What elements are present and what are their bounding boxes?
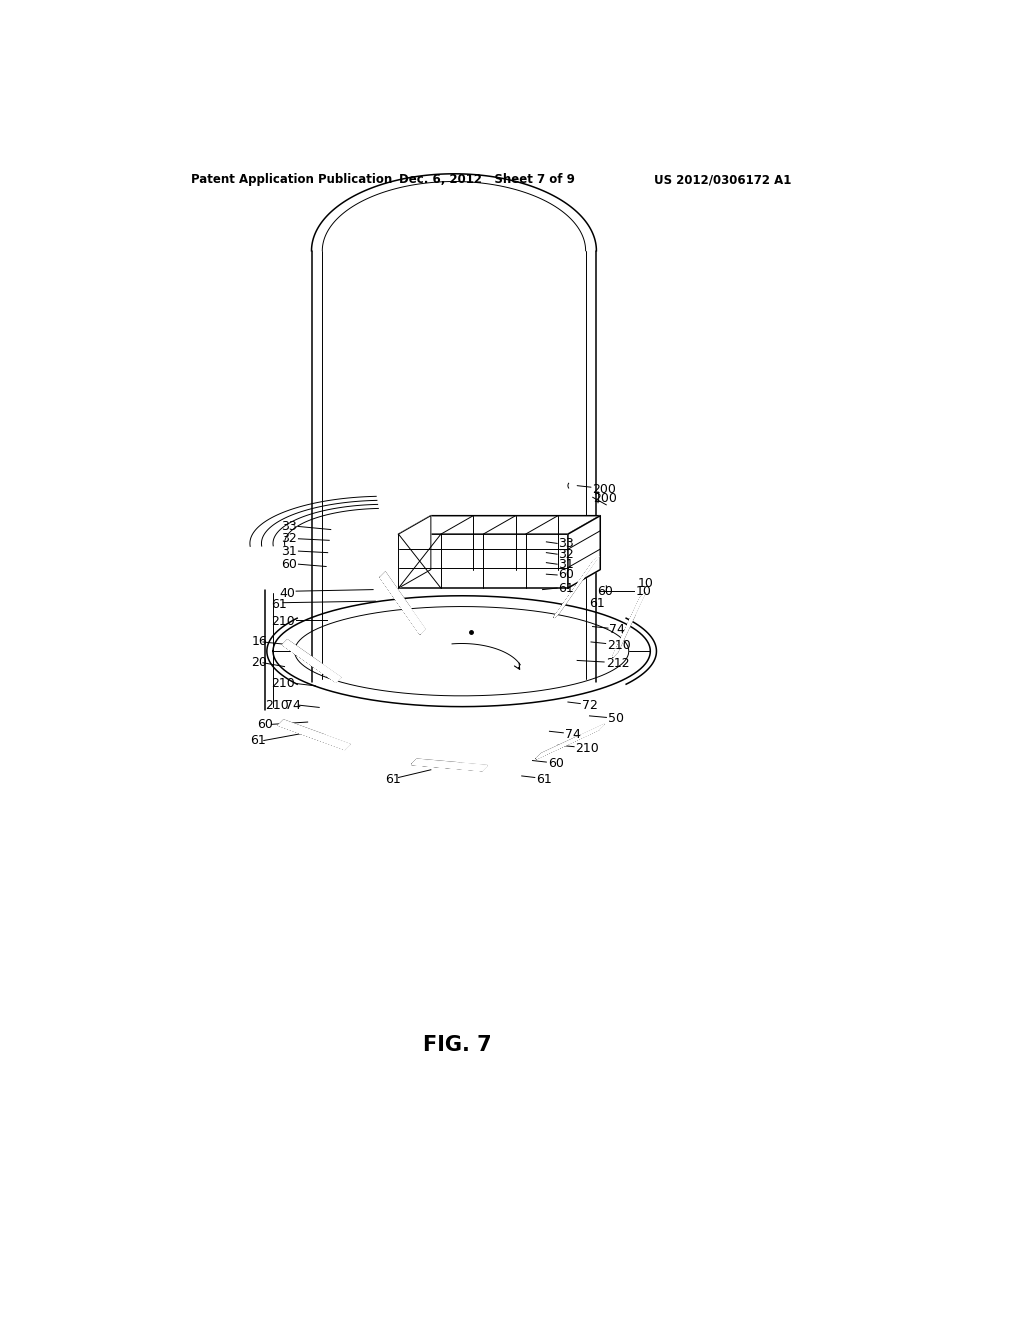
Text: 16: 16	[252, 635, 267, 648]
Text: 33: 33	[558, 537, 573, 550]
Polygon shape	[412, 759, 461, 768]
Text: 210: 210	[271, 615, 295, 628]
Text: 10: 10	[636, 585, 651, 598]
Text: 32: 32	[281, 532, 297, 545]
Text: 60: 60	[281, 557, 297, 570]
Text: 212: 212	[605, 657, 630, 671]
Text: 40: 40	[280, 587, 295, 601]
Text: 74: 74	[285, 698, 300, 711]
Polygon shape	[283, 644, 336, 682]
Text: 61: 61	[590, 597, 605, 610]
Text: 33: 33	[281, 520, 297, 533]
Text: FIG. 7: FIG. 7	[423, 1035, 492, 1056]
Polygon shape	[380, 573, 410, 612]
Text: 60: 60	[258, 718, 273, 731]
Polygon shape	[398, 516, 600, 535]
Text: Patent Application Publication: Patent Application Publication	[190, 173, 392, 186]
Polygon shape	[279, 725, 345, 750]
Polygon shape	[579, 556, 599, 582]
Text: 72: 72	[582, 698, 598, 711]
Polygon shape	[319, 735, 350, 750]
Polygon shape	[612, 598, 640, 657]
Text: 60: 60	[558, 569, 573, 582]
Polygon shape	[279, 719, 325, 741]
Text: 31: 31	[558, 557, 573, 570]
Polygon shape	[404, 607, 425, 634]
Text: 50: 50	[608, 713, 624, 726]
Text: 61: 61	[537, 772, 552, 785]
Text: 74: 74	[609, 623, 626, 636]
Text: 210: 210	[265, 698, 289, 711]
Text: 210: 210	[575, 742, 599, 755]
Text: 210: 210	[607, 639, 631, 652]
Text: 32: 32	[558, 548, 573, 561]
Polygon shape	[568, 516, 600, 589]
Text: Dec. 6, 2012   Sheet 7 of 9: Dec. 6, 2012 Sheet 7 of 9	[398, 173, 574, 186]
Text: 10: 10	[637, 577, 653, 590]
Text: 200: 200	[593, 483, 616, 496]
Polygon shape	[612, 615, 635, 657]
Text: US 2012/0306172 A1: US 2012/0306172 A1	[654, 173, 792, 186]
Polygon shape	[412, 764, 482, 771]
Text: 210: 210	[271, 677, 295, 690]
Polygon shape	[316, 663, 341, 682]
Polygon shape	[398, 535, 568, 589]
Polygon shape	[283, 640, 321, 668]
Text: 60: 60	[597, 585, 613, 598]
Text: 61: 61	[385, 772, 400, 785]
Polygon shape	[554, 577, 584, 618]
Text: 74: 74	[565, 727, 581, 741]
Text: 200: 200	[593, 492, 617, 506]
Text: 61: 61	[270, 598, 287, 611]
Polygon shape	[456, 763, 487, 771]
Text: 31: 31	[281, 545, 297, 557]
Polygon shape	[575, 725, 604, 741]
Polygon shape	[537, 729, 599, 759]
Polygon shape	[398, 516, 431, 589]
Text: 61: 61	[558, 582, 573, 594]
Polygon shape	[380, 577, 420, 634]
Text: 20: 20	[252, 656, 267, 669]
Polygon shape	[537, 735, 581, 759]
Polygon shape	[630, 593, 645, 620]
Text: 60: 60	[548, 758, 564, 770]
Polygon shape	[554, 561, 594, 618]
Text: 61: 61	[250, 734, 265, 747]
